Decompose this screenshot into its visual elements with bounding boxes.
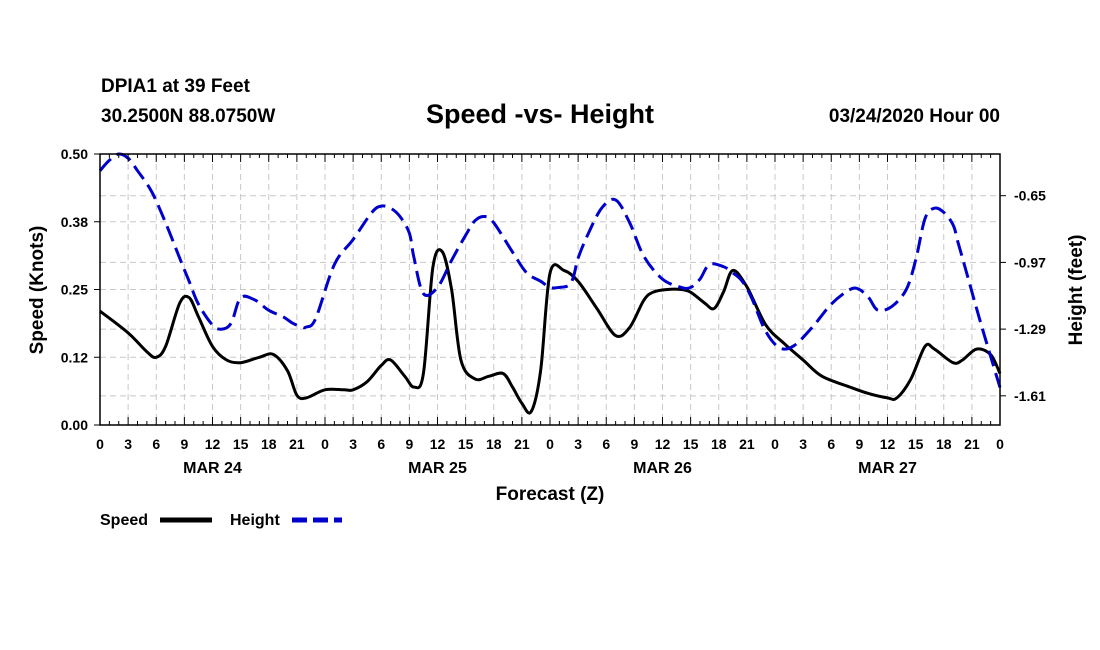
- x-tick-label: 21: [739, 436, 755, 452]
- x-tick-label: 18: [486, 436, 502, 452]
- x-tick-label: 6: [827, 436, 835, 452]
- x-tick-label: 0: [546, 436, 554, 452]
- x-tick-label: 21: [514, 436, 530, 452]
- x-axis-title: Forecast (Z): [496, 484, 605, 505]
- y-axis-right: -0.65 -0.97 -1.29 -1.61: [1000, 188, 1046, 404]
- speed-series-line: [99, 248, 1002, 415]
- x-tick-label: 9: [855, 436, 863, 452]
- x-day-label: MAR 24: [183, 460, 242, 477]
- x-tick-label: 15: [458, 436, 474, 452]
- station-label: DPIA1 at 39 Feet: [101, 76, 250, 97]
- x-tick-label: 12: [655, 436, 671, 452]
- x-day-label: MAR 27: [858, 460, 917, 477]
- y-tick-label: 0.12: [61, 349, 88, 365]
- height-series-line: [98, 152, 1002, 388]
- y-tick-label: 0.25: [61, 282, 88, 298]
- x-tick-label: 18: [711, 436, 727, 452]
- grid: [100, 154, 1000, 425]
- y2-tick-label: -1.29: [1014, 321, 1046, 337]
- y-axis-title: Speed (Knots): [27, 226, 48, 355]
- x-tick-label: 12: [430, 436, 446, 452]
- y2-axis-title: Height (feet): [1066, 235, 1087, 346]
- y2-tick-label: -1.61: [1014, 388, 1046, 404]
- x-tick-label: 18: [936, 436, 952, 452]
- y-tick-label: 0.38: [61, 214, 88, 230]
- x-tick-label: 0: [771, 436, 779, 452]
- y-axis-left: 0.00 0.12 0.25 0.38 0.50: [61, 146, 100, 433]
- legend-label-height: Height: [230, 512, 280, 529]
- forecast-datetime: 03/24/2020 Hour 00: [828, 106, 1000, 127]
- x-tick-label: 15: [683, 436, 699, 452]
- x-tick-label: 15: [908, 436, 924, 452]
- legend: Speed Height: [100, 512, 342, 529]
- y2-tick-label: -0.97: [1014, 254, 1046, 270]
- x-tick-label: 12: [205, 436, 221, 452]
- x-tick-label: 21: [964, 436, 980, 452]
- x-tick-label: 9: [180, 436, 188, 452]
- x-tick-label: 21: [289, 436, 305, 452]
- x-day-label: MAR 26: [633, 460, 692, 477]
- x-tick-label: 9: [405, 436, 413, 452]
- station-coordinates: 30.2500N 88.0750W: [101, 106, 276, 127]
- x-tick-label: 15: [233, 436, 249, 452]
- x-axis: 0 3 6 9 12 15 18 21 0 3 6 9 12 15 18 21 0 3 6 9 12 15 18 21 0 3 6 9…: [96, 154, 1004, 477]
- x-tick-label: 3: [349, 436, 357, 452]
- x-day-label: MAR 25: [408, 460, 467, 477]
- y-tick-label: 0.50: [61, 146, 88, 162]
- x-tick-label: 9: [630, 436, 638, 452]
- x-tick-label: 3: [124, 436, 132, 452]
- x-tick-label: 0: [96, 436, 104, 452]
- x-tick-label: 18: [261, 436, 277, 452]
- x-tick-label: 3: [574, 436, 582, 452]
- chart-title: Speed -vs- Height: [426, 99, 655, 129]
- y2-tick-label: -0.65: [1014, 188, 1046, 204]
- x-tick-label: 12: [880, 436, 896, 452]
- legend-label-speed: Speed: [100, 512, 148, 529]
- x-tick-label: 6: [602, 436, 610, 452]
- x-tick-label: 3: [799, 436, 807, 452]
- series-lines: [98, 152, 1002, 415]
- x-tick-label: 0: [996, 436, 1004, 452]
- x-tick-label: 0: [321, 436, 329, 452]
- y-tick-label: 0.00: [61, 417, 88, 433]
- x-tick-label: 6: [152, 436, 160, 452]
- x-tick-label: 6: [377, 436, 385, 452]
